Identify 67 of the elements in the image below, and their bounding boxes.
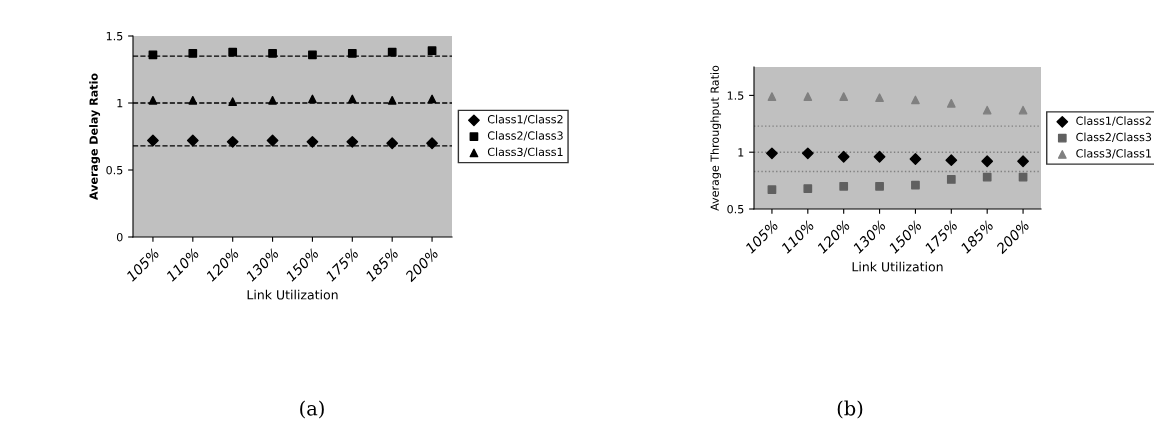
point	[347, 94, 357, 104]
text: (b)	[837, 400, 863, 419]
point	[981, 155, 994, 168]
y-tick-label: 1.5	[106, 32, 123, 41]
point	[946, 175, 956, 184]
legend-label: Class3/Class1	[487, 147, 563, 157]
point	[839, 92, 849, 101]
point	[427, 46, 437, 56]
point	[837, 150, 850, 163]
point	[803, 92, 813, 101]
point	[347, 49, 357, 58]
point	[188, 95, 198, 105]
point	[911, 95, 920, 105]
point	[308, 50, 317, 60]
point	[266, 134, 279, 147]
y-tick-label: 0.5	[727, 204, 744, 214]
point	[148, 50, 158, 60]
point	[873, 150, 886, 163]
point	[148, 95, 158, 105]
point	[147, 134, 159, 147]
point	[387, 95, 397, 105]
legend-label: Class1/Class2	[1076, 116, 1151, 126]
y-tick-label: 1	[117, 99, 123, 108]
point	[982, 172, 992, 182]
legend-label: Class3/Class1	[1076, 148, 1151, 159]
point	[766, 147, 778, 160]
y-axis-title: Average Throughput Ratio	[710, 65, 722, 211]
legend-label: Class2/Class3	[1076, 132, 1152, 143]
point	[801, 147, 814, 160]
point	[767, 92, 777, 101]
legend-label: Class1/Class2	[487, 114, 563, 125]
point	[386, 137, 399, 150]
legend-label: Class2/Class3	[487, 131, 563, 141]
y-axis-title: Average Delay Ratio	[89, 73, 101, 200]
point	[427, 94, 437, 104]
point	[875, 93, 884, 103]
point	[308, 94, 317, 104]
point	[982, 105, 992, 115]
point	[228, 47, 238, 57]
x-axis-title: Link Utilization	[852, 261, 943, 272]
point	[387, 47, 397, 57]
point	[839, 181, 849, 191]
y-tick-label: 0.5	[106, 165, 123, 175]
point	[875, 181, 884, 191]
point	[911, 180, 920, 190]
point	[186, 134, 199, 147]
point	[1017, 155, 1029, 168]
point	[268, 49, 277, 58]
point	[909, 153, 922, 165]
x-axis-title: Link Utilization	[247, 289, 338, 300]
y-tick-label: 0	[116, 232, 123, 242]
point	[946, 98, 956, 108]
point	[268, 95, 277, 105]
point	[228, 97, 238, 107]
point	[346, 135, 359, 148]
point	[1018, 105, 1028, 115]
point	[803, 184, 813, 193]
point	[767, 185, 777, 195]
point	[426, 137, 438, 150]
point	[1018, 172, 1028, 182]
point	[226, 135, 239, 148]
y-tick-label: 1	[738, 148, 744, 157]
point	[945, 154, 958, 167]
text: (a)	[300, 400, 324, 419]
y-tick-label: 1.5	[727, 91, 744, 100]
point	[306, 135, 319, 148]
point	[188, 49, 198, 58]
